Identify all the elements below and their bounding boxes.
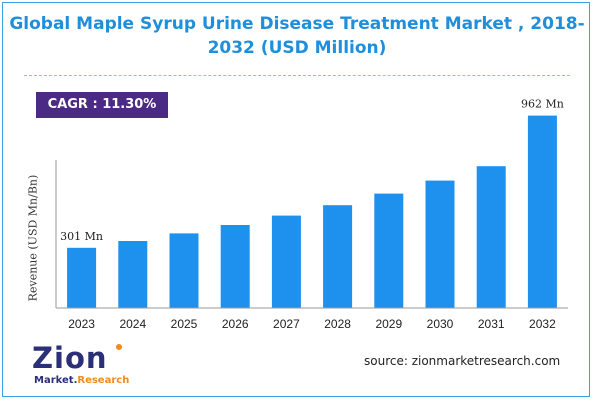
cagr-badge: CAGR : 11.30%	[36, 92, 168, 118]
bar-2026	[220, 225, 250, 308]
title-divider	[24, 75, 570, 76]
x-tick-2031: 2031	[478, 317, 505, 331]
x-tick-2032: 2032	[529, 317, 556, 331]
data-labels-group: 301 Mn 962 Mn	[60, 98, 564, 243]
chart-title: Global Maple Syrup Urine Disease Treatme…	[0, 12, 594, 60]
x-tick-labels-group: 2023 2024 2025 2026 2027 2028 2029 2030 2031 2032	[68, 317, 556, 331]
data-label-2032: 962 Mn	[521, 98, 564, 111]
x-tick-2025: 2025	[171, 317, 198, 331]
x-tick-2027: 2027	[273, 317, 300, 331]
bar-2027	[271, 215, 301, 308]
x-tick-2029: 2029	[375, 317, 402, 331]
bar-2025	[169, 233, 199, 308]
source-text: source: zionmarketresearch.com	[364, 354, 561, 368]
title-line-2: 2032 (USD Million)	[207, 38, 387, 58]
bar-2031	[476, 166, 506, 308]
logo-subtitle: Market.Research	[34, 375, 129, 387]
x-tick-2030: 2030	[427, 317, 454, 331]
bars-group	[67, 115, 557, 308]
bar-2023	[67, 247, 97, 308]
bar-2030	[425, 180, 455, 308]
logo-dot-icon	[116, 344, 122, 350]
bar-2029	[374, 193, 404, 308]
bar-2028	[323, 205, 353, 308]
x-tick-2024: 2024	[119, 317, 146, 331]
bar-2024	[118, 241, 148, 308]
x-tick-2026: 2026	[222, 317, 249, 331]
logo-sub-left: Market.	[34, 375, 78, 386]
logo-sub-right: Research	[77, 375, 130, 386]
x-tick-2028: 2028	[324, 317, 351, 331]
bar-2032	[527, 115, 557, 308]
title-line-1: Global Maple Syrup Urine Disease Treatme…	[9, 14, 585, 34]
zion-logo: Zion Market.Research	[28, 342, 138, 392]
x-tick-2023: 2023	[68, 317, 95, 331]
logo-wordmark: Zion	[32, 341, 108, 375]
data-label-2023: 301 Mn	[60, 230, 103, 243]
